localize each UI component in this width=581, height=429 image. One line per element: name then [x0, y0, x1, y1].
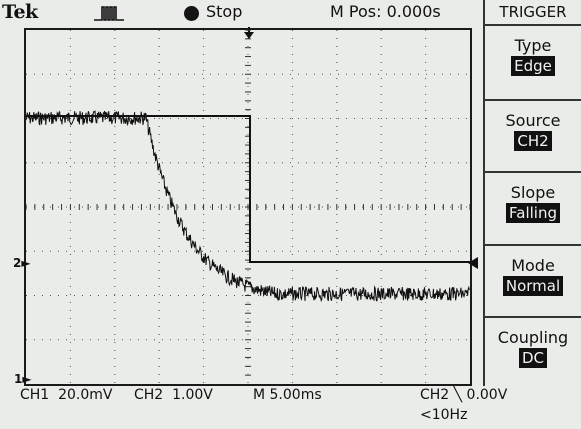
menu-item-value: DC [518, 348, 548, 368]
trigger-level-marker [468, 257, 478, 269]
menu-item-slope[interactable]: Slope Falling [485, 171, 581, 244]
menu-item-value: Edge [511, 56, 555, 76]
horizontal-position: M Pos: 0.000s [330, 2, 441, 21]
timebase-readout: M 5.00ms [253, 387, 322, 403]
readout-bar: CH1 20.0mV CH2 1.00V M 5.00ms CH2 ╲ 0.00… [0, 386, 507, 429]
trigger-readout: CH2 ╲ 0.00V [420, 387, 508, 403]
menu-item-label: Mode [511, 256, 555, 275]
frequency-readout: <10Hz [420, 407, 468, 423]
run-state: Stop [206, 2, 243, 21]
menu-item-coupling[interactable]: Coupling DC [485, 316, 581, 386]
menu-item-label: Source [505, 111, 561, 130]
graticule [26, 30, 470, 384]
trigger-menu: TRIGGER Type Edge Source CH2 Slope Falli… [483, 0, 581, 386]
menu-item-source[interactable]: Source CH2 [485, 99, 581, 171]
status-bar: Tek Stop M Pos: 0.000s [0, 0, 483, 26]
waveform-display [24, 28, 472, 386]
run-state-icon [184, 6, 199, 21]
menu-item-type[interactable]: Type Edge [485, 24, 581, 99]
menu-item-label: Type [514, 36, 552, 55]
menu-title: TRIGGER [499, 3, 567, 21]
menu-item-value: Normal [502, 276, 564, 296]
ch1-marker-label: 1 [14, 372, 23, 386]
brand-logo: Tek [2, 1, 38, 23]
pulse-icon [94, 6, 124, 21]
ch2-marker-label: 2 [13, 256, 22, 270]
ch2-waveform [26, 115, 470, 263]
ch1-ground-marker: 1► [14, 372, 32, 386]
menu-item-mode[interactable]: Mode Normal [485, 244, 581, 316]
ch1-scale-readout: CH1 20.0mV [20, 387, 113, 403]
menu-item-value: CH2 [514, 131, 552, 151]
menu-item-label: Coupling [497, 328, 569, 347]
ch2-scale-readout: CH2 1.00V [134, 387, 213, 403]
ch2-ground-marker: 2► [13, 256, 31, 270]
menu-item-label: Slope [510, 183, 556, 202]
menu-item-value: Falling [506, 203, 560, 223]
